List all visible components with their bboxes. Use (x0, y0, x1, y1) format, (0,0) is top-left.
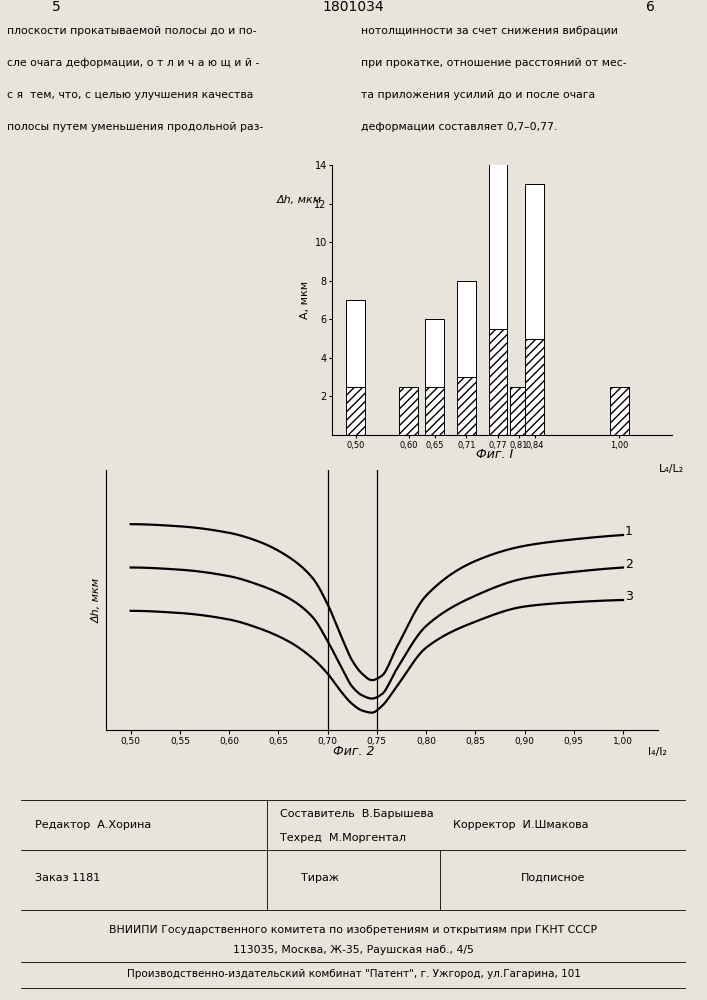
Bar (489, 329, 508, 435)
Text: Фиг. I: Фиг. I (477, 448, 513, 461)
Text: нотолщинности за счет снижения вибрации: нотолщинности за счет снижения вибрации (361, 26, 617, 36)
Text: деформации составляет 0,7–0,77.: деформации составляет 0,7–0,77. (361, 122, 557, 132)
Text: полосы путем уменьшения продольной раз-: полосы путем уменьшения продольной раз- (7, 122, 263, 132)
Text: 1801034: 1801034 (322, 0, 385, 14)
Text: Техред  М.Моргентал: Техред М.Моргентал (281, 833, 407, 843)
Text: Редактор  А.Хорина: Редактор А.Хорина (35, 820, 151, 830)
Y-axis label: A, мкм: A, мкм (300, 281, 310, 319)
Text: 2: 2 (625, 558, 633, 571)
Bar (426, 387, 445, 435)
Text: 3: 3 (625, 590, 633, 603)
Bar (399, 387, 418, 435)
Text: 6: 6 (646, 0, 655, 14)
Text: Фиг. 2: Фиг. 2 (333, 745, 374, 758)
Text: 113035, Москва, Ж-35, Раушская наб., 4/5: 113035, Москва, Ж-35, Раушская наб., 4/5 (233, 945, 474, 955)
Bar (346, 387, 366, 435)
Bar (457, 281, 476, 377)
Text: при прокатке, отношение расстояний от мес-: при прокатке, отношение расстояний от ме… (361, 58, 626, 68)
Text: Подписное: Подписное (520, 873, 585, 883)
Bar (489, 88, 508, 329)
Text: Δh, мкм: Δh, мкм (276, 195, 322, 205)
Bar (457, 377, 476, 435)
Text: Составитель  В.Барышева: Составитель В.Барышева (281, 809, 434, 819)
Y-axis label: Δh, мкм: Δh, мкм (92, 577, 102, 623)
Text: сле очага деформации, о т л и ч а ю щ и й -: сле очага деформации, о т л и ч а ю щ и … (7, 58, 259, 68)
Text: 5: 5 (52, 0, 61, 14)
Text: Производственно-издательский комбинат "Патент", г. Ужгород, ул.Гагарина, 101: Производственно-издательский комбинат "П… (127, 969, 580, 979)
Text: та приложения усилий до и после очага: та приложения усилий до и после очага (361, 90, 595, 100)
Bar (510, 387, 529, 435)
Text: Заказ 1181: Заказ 1181 (35, 873, 100, 883)
Text: плоскости прокатываемой полосы до и по-: плоскости прокатываемой полосы до и по- (7, 26, 257, 36)
Bar (609, 387, 629, 435)
Text: ВНИИПИ Государственного комитета по изобретениям и открытиям при ГКНТ СССР: ВНИИПИ Государственного комитета по изоб… (110, 925, 597, 935)
Bar (346, 300, 366, 387)
Text: l₄/l₂: l₄/l₂ (648, 747, 667, 757)
Text: Корректор  И.Шмакова: Корректор И.Шмакова (453, 820, 589, 830)
Bar (525, 184, 544, 339)
Text: L₄/L₂: L₄/L₂ (659, 464, 684, 474)
Bar (426, 319, 445, 387)
Text: с я  тем, что, с целью улучшения качества: с я тем, что, с целью улучшения качества (7, 90, 253, 100)
Bar (525, 339, 544, 435)
Text: 1: 1 (625, 525, 633, 538)
Text: Тираж: Тираж (301, 873, 339, 883)
